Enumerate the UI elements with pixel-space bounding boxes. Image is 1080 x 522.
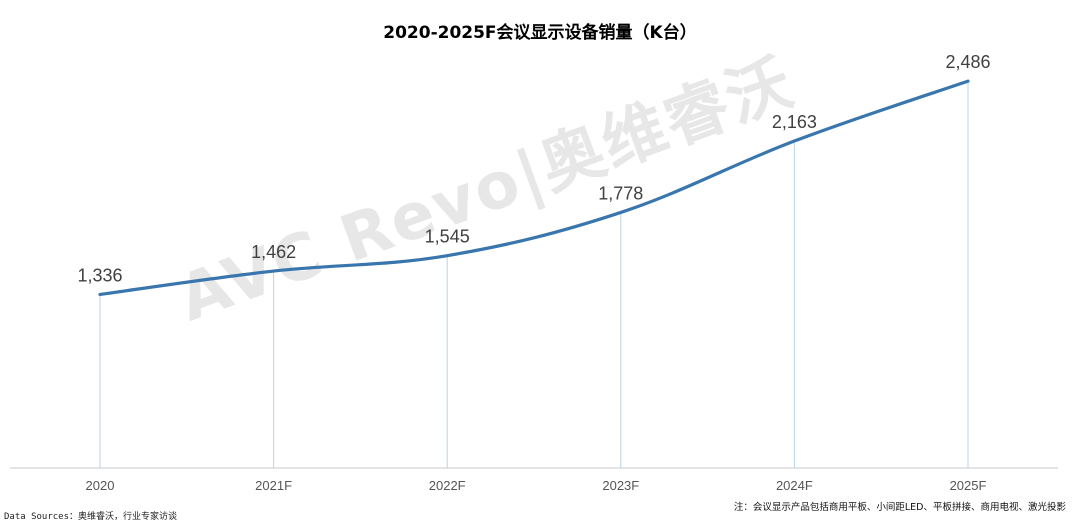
x-tick-label-2025F: 2025F bbox=[950, 478, 987, 493]
series-line bbox=[98, 79, 970, 297]
x-tick-label-2023F: 2023F bbox=[602, 478, 639, 493]
data-labels: 1,336 1,462 1,545 1,778 2,163 2,486 bbox=[77, 52, 990, 285]
x-tick-labels: 2020 2021F 2022F 2023F 2024F 2025F bbox=[86, 478, 987, 493]
x-tick-label-2020: 2020 bbox=[86, 478, 115, 493]
x-tick-label-2024F: 2024F bbox=[776, 478, 813, 493]
footnote: 注：会议显示产品包括商用平板、小间距LED、平板拼接、商用电视、激光投影 bbox=[733, 502, 1066, 513]
data-label-2020: 1,336 bbox=[77, 265, 122, 285]
data-label-2021F: 1,462 bbox=[251, 242, 296, 262]
x-tick-label-2021F: 2021F bbox=[255, 478, 292, 493]
x-tick-label-2022F: 2022F bbox=[429, 478, 466, 493]
data-label-2025F: 2,486 bbox=[945, 52, 990, 72]
chart-title: 2020-2025F会议显示设备销量（K台） bbox=[383, 23, 697, 43]
data-label-2024F: 2,163 bbox=[772, 112, 817, 132]
data-label-2022F: 1,545 bbox=[425, 227, 470, 247]
drop-lines bbox=[99, 81, 969, 468]
data-label-2023F: 1,778 bbox=[598, 183, 643, 203]
data-source: Data Sources：奥维睿沃，行业专家访谈 bbox=[4, 512, 178, 522]
